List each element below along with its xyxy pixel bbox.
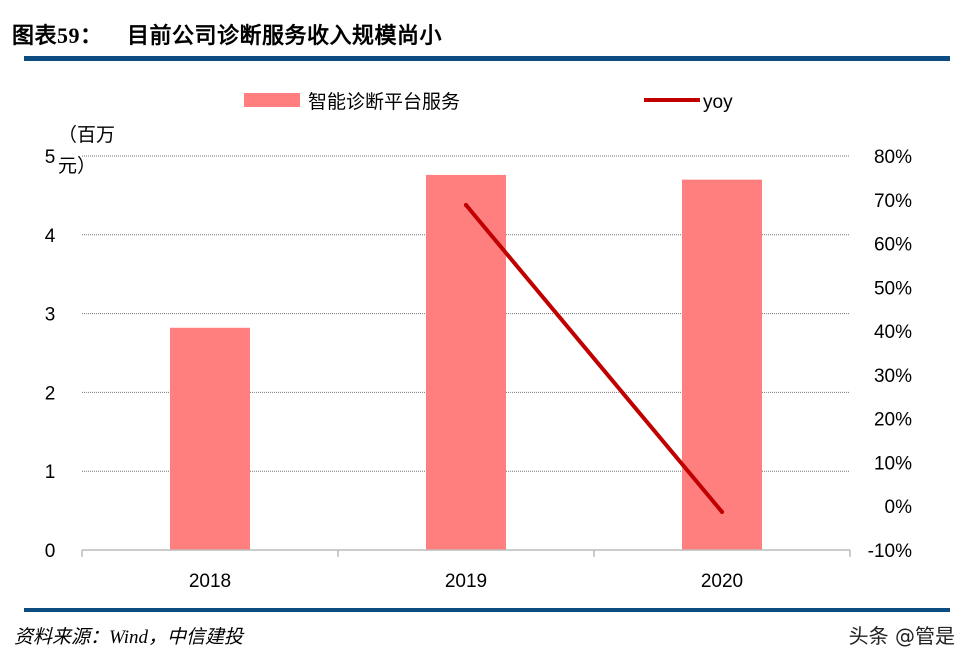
left-axis-label: （百万元） (58, 125, 116, 177)
legend-label-line: yoy (703, 92, 733, 113)
left-tick-label: 5 (45, 147, 56, 168)
right-tick-label: 20% (874, 410, 912, 431)
bar-2020 (682, 179, 762, 550)
left-tick-label: 3 (45, 305, 56, 326)
yoy-line (464, 203, 724, 514)
right-tick-label: 70% (874, 191, 912, 212)
top-rule (24, 56, 950, 61)
left-tick-label: 0 (45, 541, 56, 562)
right-tick-label: 80% (874, 147, 912, 168)
yoy-point-2020 (720, 509, 724, 514)
legend-swatch-bar (244, 93, 300, 107)
x-tick-label: 2019 (445, 571, 487, 592)
right-tick-label: 60% (874, 235, 912, 256)
figure-title: 图表59： 目前公司诊断服务收入规模尚小 (12, 18, 442, 50)
right-tick-label: 10% (874, 453, 912, 474)
x-tick-label: 2018 (189, 571, 231, 592)
bar-2019 (426, 174, 506, 551)
figure-number: 图表59： (12, 23, 103, 48)
yoy-point-2019 (464, 203, 468, 208)
left-tick-label: 1 (45, 462, 56, 483)
x-tick-label: 2020 (701, 571, 743, 592)
source-note: 资料来源：Wind，中信建投 (14, 627, 244, 648)
legend-label-bar: 智能诊断平台服务 (308, 91, 460, 113)
left-tick-label: 2 (45, 383, 56, 404)
bar-2018 (170, 327, 250, 550)
right-tick-label: 30% (874, 366, 912, 387)
left-tick-label: 4 (45, 226, 56, 247)
right-tick-label: -10% (868, 541, 912, 562)
bottom-rule (24, 608, 950, 612)
figure-title-text: 目前公司诊断服务收入规模尚小 (127, 24, 443, 49)
watermark: 头条 @管是 (848, 624, 955, 648)
right-tick-label: 0% (885, 497, 913, 518)
right-tick-label: 40% (874, 322, 912, 343)
right-tick-label: 50% (874, 278, 912, 299)
